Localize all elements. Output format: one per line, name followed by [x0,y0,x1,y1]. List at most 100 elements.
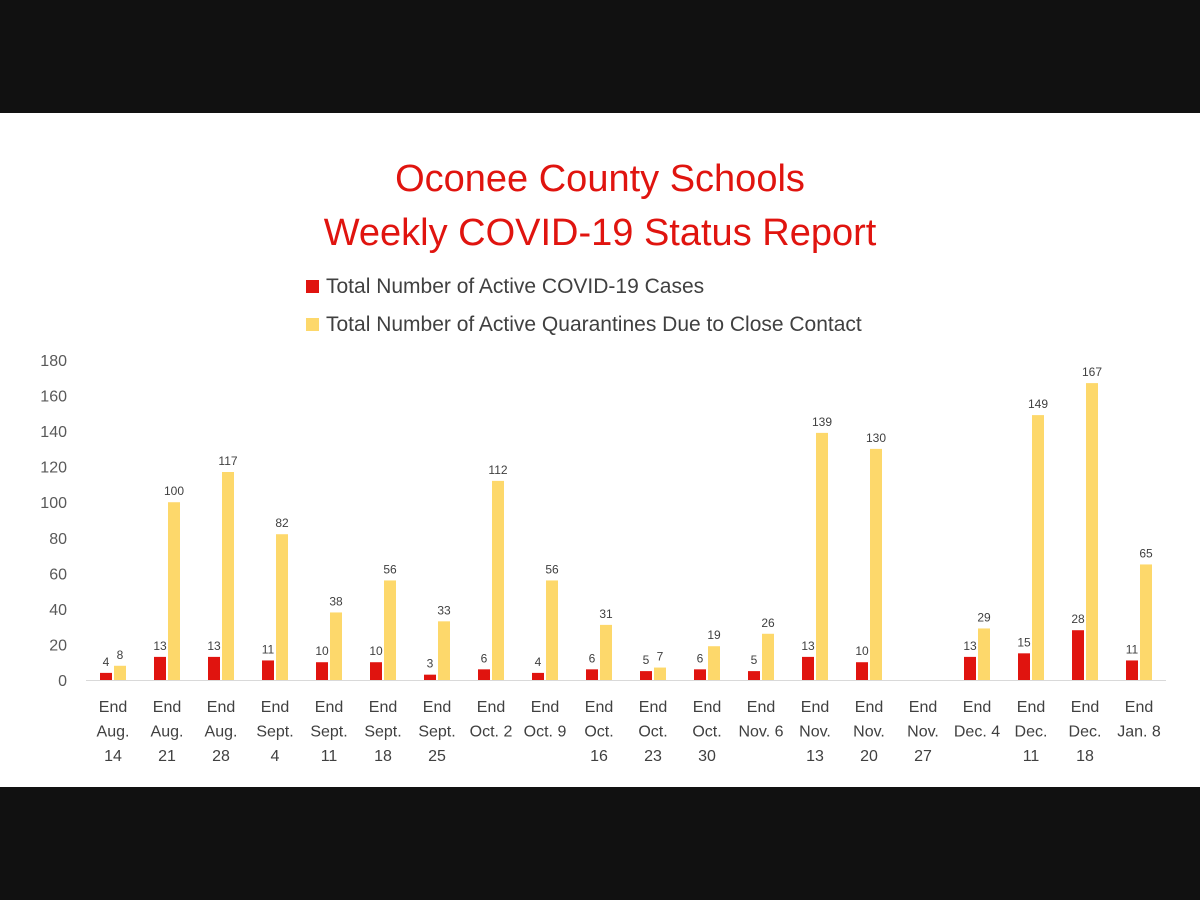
bar-quarantines [1086,383,1098,680]
y-tick-label: 180 [40,353,67,370]
x-tick-label: End Nov. 6 [738,699,783,741]
x-tick-label: End Sept. 11 [310,699,347,765]
legend-label-cases: Total Number of Active COVID-19 Cases [326,275,705,298]
x-tick-label: End Sept. 4 [256,699,293,765]
y-tick-label: 160 [40,389,67,406]
y-tick-label: 80 [49,531,67,548]
legend-swatch-cases [306,280,319,293]
bar-cases [100,672,112,680]
bar-quarantines [168,502,180,680]
bar-quarantines [546,580,558,680]
bar-quarantines [654,667,666,680]
bar-cases [478,669,490,680]
y-tick-label: 60 [49,566,67,583]
x-tick-label: End Oct. 30 [692,699,721,765]
bar-cases [370,662,382,680]
bar-cases [856,662,868,680]
y-tick-label: 0 [58,673,67,690]
data-label-quarantines: 56 [383,562,397,576]
data-label-cases: 13 [207,639,221,653]
bar-cases [424,674,436,680]
bar-cases [1072,630,1084,680]
data-label-cases: 6 [589,651,596,665]
data-label-quarantines: 100 [164,484,184,498]
y-tick-label: 120 [40,460,67,477]
data-label-quarantines: 7 [657,650,664,664]
data-label-cases: 4 [103,655,110,669]
bar-cases [640,671,652,680]
bar-cases [208,656,220,680]
x-tick-label: End Aug. 21 [151,699,184,765]
bar-quarantines [708,646,720,680]
bar-cases [532,672,544,680]
data-label-cases: 15 [1017,635,1031,649]
data-label-quarantines: 149 [1028,397,1048,411]
legend-item-quarantines: Total Number of Active Quarantines Due t… [306,312,862,338]
x-tick-label: End Dec. 18 [1069,699,1102,765]
data-label-cases: 5 [751,653,758,667]
chart-title-line-1: Oconee County Schools [395,158,805,200]
bottom-letterbox [0,787,1200,900]
data-label-quarantines: 19 [707,628,721,642]
x-tick-label: End Oct. 23 [638,699,667,765]
x-tick-label: End Nov. 27 [907,699,939,765]
bar-quarantines [114,665,126,680]
data-label-cases: 4 [535,655,542,669]
legend-item-cases: Total Number of Active COVID-19 Cases [306,274,704,300]
legend-label-quarantines: Total Number of Active Quarantines Due t… [326,313,862,336]
x-tick-label: End Nov. 20 [853,699,885,765]
x-tick-label: End Oct. 9 [524,699,567,741]
bar-quarantines [870,448,882,680]
x-tick-label: End Dec. 4 [954,699,1000,741]
top-letterbox [0,0,1200,113]
bar-cases [802,656,814,680]
bar-cases [1126,660,1138,680]
y-tick-label: 20 [49,637,67,654]
data-label-quarantines: 8 [117,648,124,662]
x-tick-label: End Aug. 14 [97,699,130,765]
bar-cases [316,662,328,680]
data-label-quarantines: 139 [812,415,832,429]
y-tick-label: 140 [40,424,67,441]
data-label-quarantines: 117 [218,454,237,468]
data-label-quarantines: 82 [275,516,289,530]
x-tick-label: End Sept. 25 [418,699,455,765]
x-tick-label: End Oct. 16 [584,699,613,765]
data-label-quarantines: 56 [545,562,559,576]
data-label-cases: 13 [963,639,977,653]
x-tick-label: End Nov. 13 [799,699,831,765]
legend-swatch-quarantines [306,318,319,331]
data-label-cases: 6 [481,651,488,665]
bar-cases [964,656,976,680]
bar-cases [748,671,760,680]
bar-cases [262,660,274,680]
bar-quarantines [222,472,234,680]
data-label-quarantines: 167 [1082,365,1102,379]
chart-title-line-2: Weekly COVID-19 Status Report [323,212,877,254]
data-label-cases: 10 [855,644,869,658]
data-label-quarantines: 112 [488,463,507,477]
bar-quarantines [816,432,828,680]
data-label-cases: 10 [315,644,329,658]
data-label-cases: 13 [153,639,167,653]
bar-quarantines [492,480,504,680]
bar-quarantines [330,612,342,680]
bar-cases [694,669,706,680]
bar-cases [154,656,166,680]
data-label-cases: 11 [262,642,275,656]
data-label-cases: 13 [801,639,815,653]
x-tick-label: End Jan. 8 [1117,699,1161,741]
bar-cases [586,669,598,680]
bar-cases [1018,653,1030,680]
x-tick-label: End Aug. 28 [205,699,238,765]
bar-quarantines [276,534,288,680]
bar-quarantines [438,621,450,680]
data-label-quarantines: 38 [329,594,343,608]
x-tick-label: End Dec. 11 [1015,699,1048,765]
data-label-quarantines: 31 [599,607,613,621]
bar-quarantines [600,624,612,680]
bar-quarantines [384,580,396,680]
data-label-quarantines: 33 [437,603,451,617]
y-tick-label: 100 [40,495,67,512]
